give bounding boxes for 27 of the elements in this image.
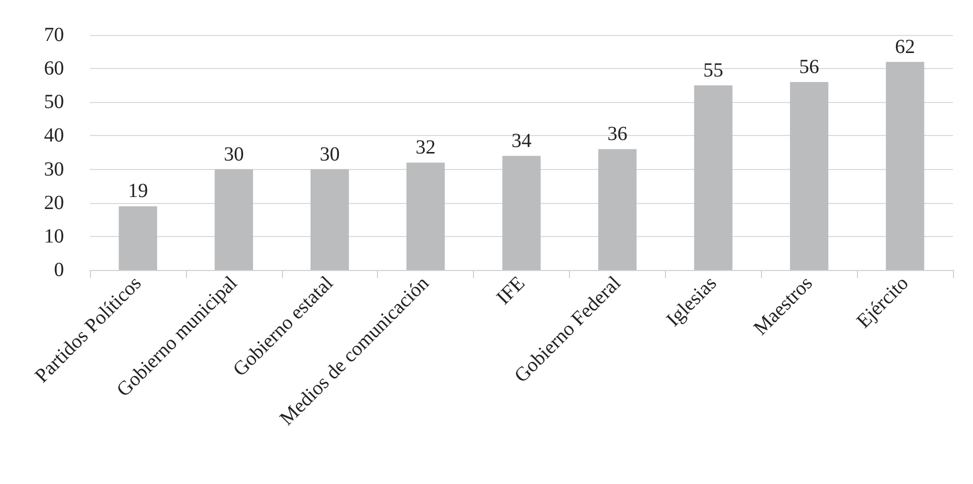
data-label: 30 (224, 143, 244, 166)
bar (310, 169, 349, 270)
bar (214, 169, 254, 270)
bar (406, 162, 445, 270)
y-tick-label: 20 (44, 192, 64, 214)
data-label: 32 (416, 136, 436, 159)
y-tick-label: 40 (44, 124, 64, 147)
data-label: 34 (512, 130, 532, 152)
bar (790, 82, 828, 270)
y-tick-label: 70 (44, 24, 64, 46)
data-label: 30 (320, 143, 340, 166)
data-label: 62 (895, 36, 916, 58)
bar (502, 156, 541, 270)
bar (118, 206, 158, 270)
y-tick-label: 60 (44, 58, 64, 80)
data-label: 36 (607, 123, 628, 146)
data-label: 55 (703, 59, 724, 82)
bar (886, 62, 924, 270)
y-tick-label: 50 (44, 91, 64, 114)
bar (694, 85, 732, 270)
x-tick-label: IFE (492, 272, 530, 309)
bar (598, 149, 637, 270)
y-tick-label: 30 (44, 158, 64, 180)
y-tick-label: 10 (44, 225, 64, 248)
data-label: 19 (128, 180, 148, 202)
data-label: 56 (799, 56, 820, 78)
y-tick-label: 0 (54, 259, 64, 281)
